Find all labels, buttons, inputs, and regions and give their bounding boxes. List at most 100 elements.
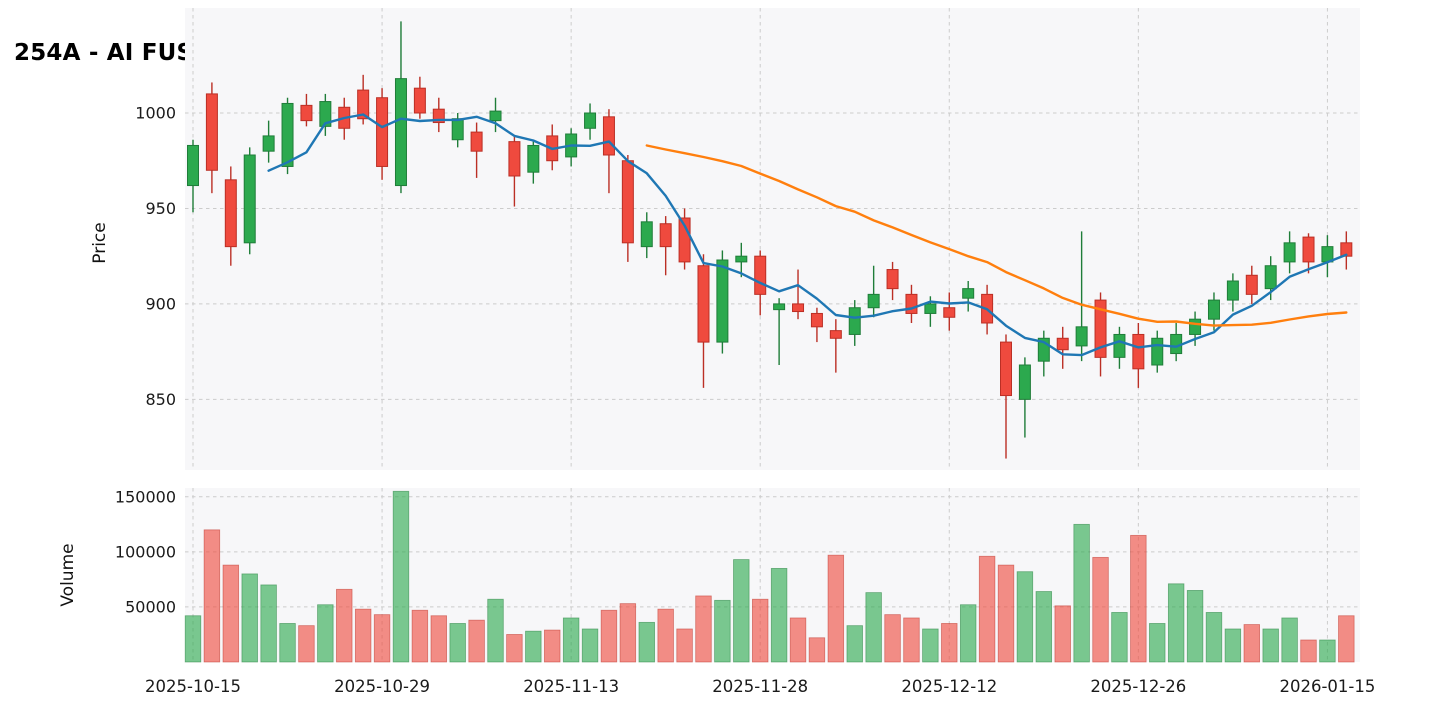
volume-bar [279, 623, 296, 663]
volume-bar [317, 604, 334, 663]
svg-text:2025-11-28: 2025-11-28 [712, 677, 808, 696]
candle-body [1037, 337, 1050, 362]
volume-bar [298, 625, 315, 663]
candle-body [224, 179, 237, 248]
candle-body [1075, 326, 1088, 347]
volume-bar [695, 595, 712, 663]
candle-body [678, 217, 691, 263]
candle-body [640, 221, 653, 248]
svg-text:950: 950 [145, 199, 176, 218]
volume-bar [657, 608, 674, 663]
candle-body [187, 144, 199, 187]
candle-body [924, 303, 937, 314]
svg-text:850: 850 [145, 390, 176, 409]
volume-bar [1262, 628, 1279, 663]
volume-bar [638, 621, 655, 663]
volume-bar [676, 628, 693, 663]
candle-body [697, 265, 710, 343]
volume-bar [1092, 556, 1109, 663]
volume-bar [184, 615, 202, 663]
candle-body [716, 259, 729, 343]
volume-bar [1186, 590, 1204, 663]
svg-text:2025-12-12: 2025-12-12 [901, 677, 997, 696]
volume-bars [184, 490, 1355, 663]
volume-bar [411, 609, 429, 663]
volume-bar [714, 599, 731, 663]
volume-bar [770, 567, 788, 663]
candle-body [867, 293, 880, 309]
candle-body [300, 104, 313, 122]
candle-body [754, 255, 767, 295]
candle-body [962, 288, 975, 299]
candle-body [527, 144, 540, 173]
candle-body [773, 303, 786, 311]
candle-body [508, 141, 521, 177]
volume-bar [1111, 612, 1128, 663]
candle-body [281, 102, 294, 167]
volume-bar [1300, 639, 1317, 663]
svg-text:100000: 100000 [115, 542, 176, 561]
candle-body [413, 87, 426, 114]
candle-body [602, 116, 615, 156]
svg-text:2026-01-15: 2026-01-15 [1279, 677, 1375, 696]
volume-bar [1338, 615, 1355, 663]
candle-body [451, 118, 464, 141]
candle-body [432, 108, 445, 124]
volume-bar [1130, 534, 1147, 663]
svg-text:2025-10-29: 2025-10-29 [334, 677, 430, 696]
volume-bar [373, 614, 391, 663]
candle-body [886, 269, 899, 290]
svg-text:2025-12-26: 2025-12-26 [1090, 677, 1186, 696]
candle-body [1113, 333, 1126, 358]
svg-text:2025-10-15: 2025-10-15 [145, 677, 241, 696]
candle-body [1132, 333, 1145, 370]
volume-bar [487, 598, 504, 663]
volume-bar [922, 628, 939, 663]
svg-text:150000: 150000 [115, 487, 176, 506]
volume-bar [978, 555, 996, 663]
volume-bar [336, 588, 353, 663]
volume-bar [260, 584, 277, 663]
candle-body [1264, 265, 1277, 290]
volume-bar [1149, 623, 1166, 663]
candle-body [943, 307, 956, 318]
candle-body [1226, 280, 1239, 301]
candle-body [1056, 337, 1069, 351]
volume-bar [752, 598, 769, 663]
svg-text:1000: 1000 [135, 104, 176, 123]
candle-body [1207, 299, 1220, 320]
candle-body [357, 89, 370, 120]
candle-body [489, 110, 502, 122]
volume-bar [1054, 605, 1071, 663]
volume-bar [808, 637, 826, 663]
candle-body [1094, 299, 1107, 358]
candle-body [792, 303, 805, 313]
candle-body [376, 97, 389, 167]
volume-bar [430, 615, 447, 663]
candle-body [810, 312, 823, 328]
volume-bar [1167, 583, 1185, 663]
svg-text:50000: 50000 [125, 597, 176, 616]
volume-bar [827, 554, 845, 663]
volume-bar [1205, 612, 1223, 663]
volume-bar [525, 630, 542, 663]
candle-body [1245, 274, 1258, 295]
candle-body [1302, 236, 1315, 263]
volume-bar [959, 604, 977, 663]
volume-bar [941, 623, 958, 663]
volume-bar [1073, 523, 1090, 663]
candle-body [848, 307, 861, 335]
candle-body [1189, 318, 1202, 335]
candle-body [205, 93, 218, 171]
volume-bar [1281, 617, 1298, 663]
candle-body [829, 330, 842, 339]
volume-bar [468, 619, 485, 663]
volume-bar [884, 614, 901, 663]
volume-bar [865, 592, 882, 663]
volume-bar [733, 559, 750, 663]
volume-bar [1243, 624, 1260, 663]
volume-bar [449, 623, 466, 663]
candle-body [319, 101, 332, 127]
candle-body [905, 293, 918, 314]
